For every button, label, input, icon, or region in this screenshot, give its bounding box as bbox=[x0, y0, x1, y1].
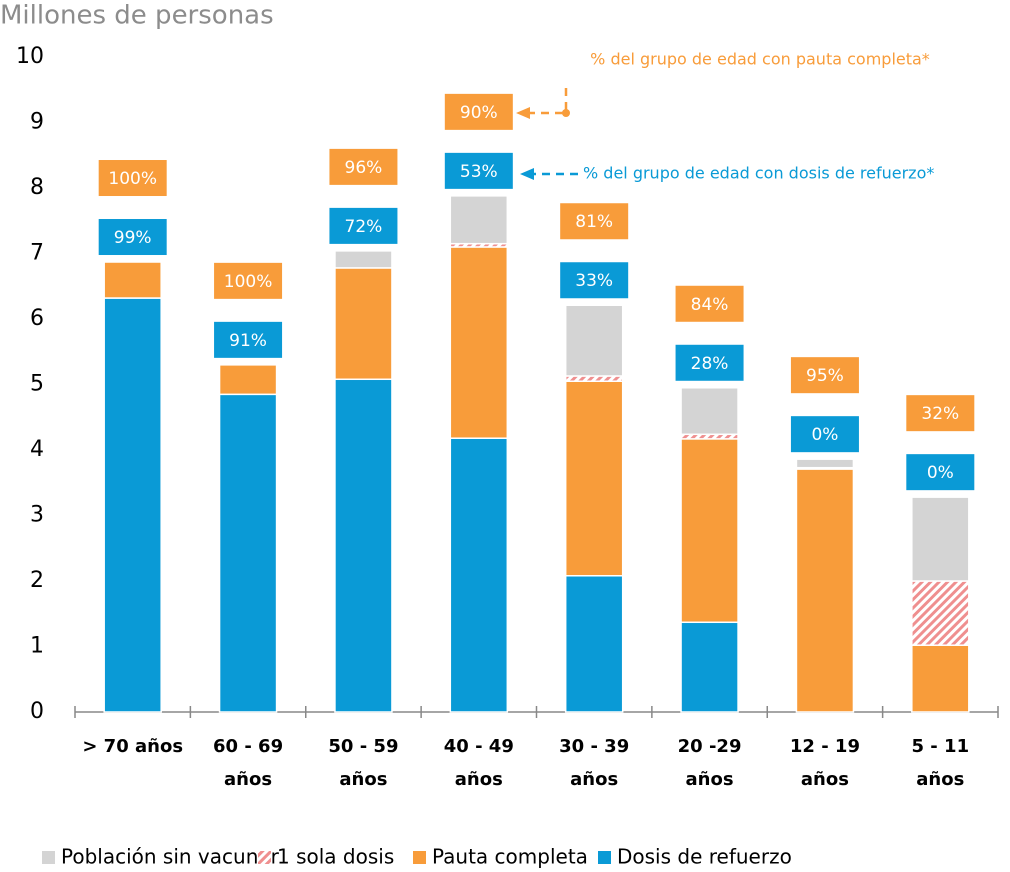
legend-swatch bbox=[258, 851, 271, 864]
bar-segment bbox=[564, 304, 624, 377]
bar-segment bbox=[911, 644, 970, 713]
label-box bbox=[790, 357, 859, 394]
chart-title: Millones de personas bbox=[0, 1, 274, 31]
bar-segment bbox=[334, 250, 393, 269]
label-box bbox=[906, 454, 975, 491]
legend-label: Pauta completa bbox=[432, 845, 588, 869]
label-box bbox=[444, 152, 513, 189]
value-label: 53% bbox=[460, 162, 498, 182]
y-tick-label: 10 bbox=[16, 44, 44, 69]
annotation-dot bbox=[562, 109, 570, 117]
x-tick-label: años bbox=[801, 769, 849, 790]
bar-segment bbox=[564, 380, 624, 577]
annotation: % del grupo de edad con dosis de refuerz… bbox=[583, 164, 934, 183]
value-label: 32% bbox=[921, 404, 959, 424]
x-tick-label: años bbox=[339, 769, 387, 790]
value-label: 33% bbox=[575, 271, 613, 291]
bar-segment bbox=[449, 437, 509, 713]
arrow-head bbox=[516, 107, 530, 119]
x-tick-label: años bbox=[455, 769, 503, 790]
legend-label: Dosis de refuerzo bbox=[617, 845, 792, 869]
value-label: 0% bbox=[927, 463, 954, 483]
bar-segment bbox=[564, 575, 624, 713]
label-box bbox=[329, 148, 398, 185]
bar-segment bbox=[564, 375, 624, 382]
x-tick-label: 12 - 19 bbox=[790, 736, 860, 757]
value-label: 28% bbox=[691, 354, 729, 374]
bar-segment bbox=[449, 195, 509, 245]
bar-segment bbox=[103, 261, 162, 299]
legend-swatch bbox=[42, 851, 55, 864]
bar-segment bbox=[911, 496, 970, 582]
value-label: 100% bbox=[108, 169, 157, 189]
label-box bbox=[675, 285, 744, 322]
x-tick-label: 60 - 69 bbox=[213, 736, 283, 757]
bar-segment bbox=[334, 378, 393, 713]
label-box bbox=[560, 262, 629, 299]
x-tick-label: > 70 años bbox=[82, 736, 183, 757]
annotation: % del grupo de edad con pauta completa* bbox=[590, 50, 930, 69]
y-tick-label: 6 bbox=[30, 306, 44, 331]
value-label: 95% bbox=[806, 366, 844, 386]
label-box bbox=[444, 93, 513, 130]
bar-segment bbox=[334, 267, 393, 381]
value-label: 72% bbox=[345, 217, 383, 237]
value-label: 96% bbox=[345, 158, 383, 178]
x-tick-label: años bbox=[224, 769, 272, 790]
bar-segment bbox=[680, 438, 739, 624]
annotation-arrows bbox=[528, 88, 578, 176]
bar-segment bbox=[680, 621, 739, 713]
bar-segment bbox=[680, 387, 739, 436]
x-tick-label: años bbox=[916, 769, 964, 790]
legend-swatch bbox=[413, 851, 426, 864]
bar-segment bbox=[449, 246, 509, 439]
label-box bbox=[214, 262, 283, 299]
legend-label: 1 sola dosis bbox=[277, 845, 394, 869]
value-label: 91% bbox=[229, 331, 267, 351]
bar-segment bbox=[218, 364, 278, 396]
value-label: 81% bbox=[575, 212, 613, 232]
value-label: 100% bbox=[224, 272, 273, 292]
x-tick-label: 5 - 11 bbox=[912, 736, 970, 757]
x-tick-label: años bbox=[570, 769, 618, 790]
y-tick-label: 8 bbox=[30, 175, 44, 200]
x-tick-label: 30 - 39 bbox=[559, 736, 629, 757]
value-label: 0% bbox=[811, 425, 838, 445]
legend-swatch bbox=[598, 851, 611, 864]
y-tick-label: 9 bbox=[30, 110, 44, 135]
y-tick-label: 2 bbox=[30, 568, 44, 593]
x-tick-label: 40 - 49 bbox=[444, 736, 514, 757]
y-tick-label: 1 bbox=[30, 634, 44, 659]
bar-segment bbox=[911, 580, 970, 646]
x-tick-label: 20 -29 bbox=[678, 736, 742, 757]
x-tick-label: 50 - 59 bbox=[328, 736, 398, 757]
label-box bbox=[214, 321, 283, 358]
y-tick-label: 4 bbox=[30, 437, 44, 462]
y-tick-label: 7 bbox=[30, 241, 44, 266]
arrow-head bbox=[520, 168, 534, 180]
value-label: 99% bbox=[114, 228, 152, 248]
bar-segment bbox=[103, 297, 162, 713]
label-box bbox=[560, 203, 629, 240]
legend-label: Población sin vacunar bbox=[61, 845, 280, 869]
label-box bbox=[675, 344, 744, 381]
bar-segment bbox=[795, 468, 855, 713]
y-tick-label: 5 bbox=[30, 372, 44, 397]
label-box bbox=[329, 207, 398, 244]
y-tick-label: 0 bbox=[30, 699, 44, 724]
value-label: 90% bbox=[460, 103, 498, 123]
y-tick-label: 3 bbox=[30, 503, 44, 528]
label-box bbox=[790, 416, 859, 453]
label-box bbox=[98, 160, 167, 197]
bar-segment bbox=[795, 458, 855, 469]
x-tick-label: años bbox=[686, 769, 734, 790]
label-box bbox=[98, 219, 167, 256]
label-box bbox=[906, 395, 975, 432]
bar-segment bbox=[218, 393, 278, 713]
value-label: 84% bbox=[691, 295, 729, 315]
